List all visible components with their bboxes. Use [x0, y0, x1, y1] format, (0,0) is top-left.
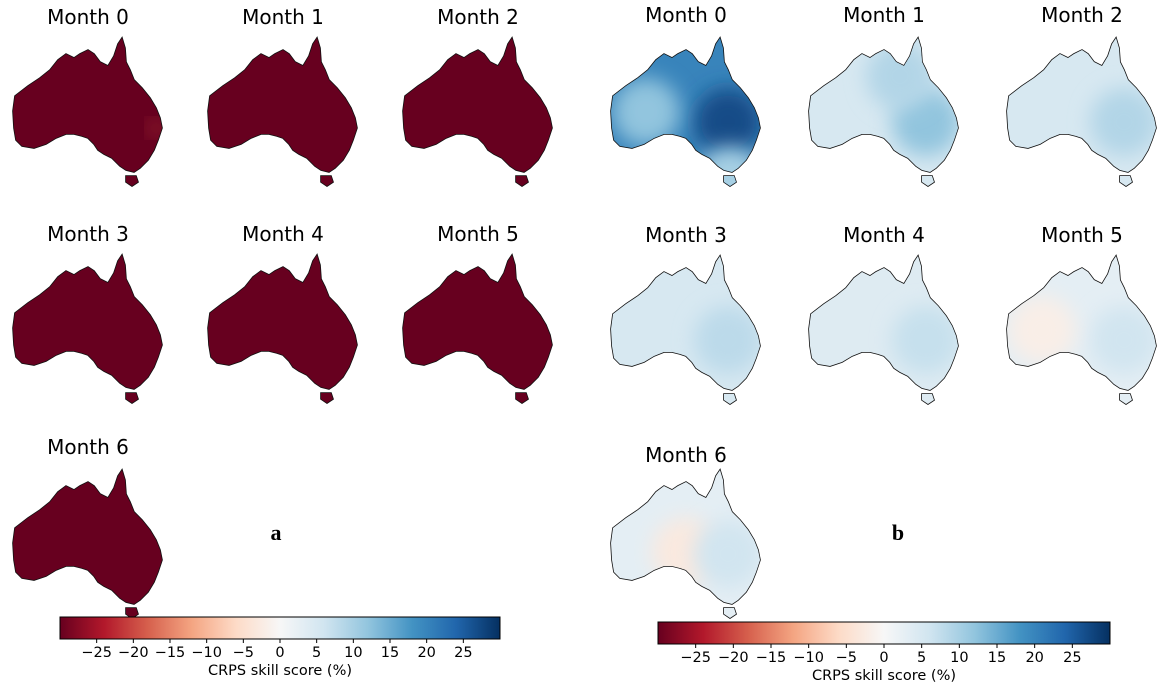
colorbar-tick-label: 25: [1063, 650, 1081, 666]
map-title: Month 2: [437, 5, 519, 29]
colorbar-tick-label: 15: [381, 645, 399, 661]
map-title: Month 0: [645, 3, 727, 27]
colorbar-gradient: [59, 616, 501, 640]
skill-field: [208, 38, 357, 186]
skill-field: [208, 255, 357, 403]
skill-hotspot: [866, 42, 934, 110]
skill-field: [403, 38, 552, 186]
skill-field: [611, 470, 760, 618]
map-title: Month 5: [1041, 223, 1123, 247]
skill-field: [611, 38, 760, 186]
skill-hotspot: [1090, 306, 1156, 374]
skill-fill: [13, 470, 162, 618]
skill-hotspot: [694, 88, 760, 156]
skill-hotspot: [1090, 88, 1156, 156]
skill-fill: [403, 38, 552, 186]
skill-hotspot: [892, 306, 958, 374]
map-title: Month 3: [47, 222, 129, 246]
map-title: Month 5: [437, 222, 519, 246]
colorbar-tick-label: 25: [454, 645, 472, 661]
skill-hotspot: [612, 78, 680, 146]
map-title: Month 3: [645, 223, 727, 247]
map-title: Month 1: [843, 3, 925, 27]
skill-hotspot: [694, 306, 760, 374]
skill-field: [1007, 256, 1156, 404]
skill-field: [13, 38, 162, 186]
skill-fill: [13, 255, 162, 403]
colorbar-tick-label: 20: [1025, 650, 1043, 666]
colorbar-tick-label: −10: [793, 650, 824, 666]
colorbar-gradient: [657, 621, 1111, 645]
colorbar-tick-label: 15: [988, 650, 1006, 666]
skill-field: [13, 255, 162, 403]
skill-field: [809, 256, 958, 404]
colorbar-tick-label: 5: [312, 645, 321, 661]
skill-field: [611, 256, 760, 404]
skill-hotspot: [1008, 296, 1076, 364]
colorbar-tick-label: 0: [879, 650, 888, 666]
colorbar-tick-label: −5: [836, 650, 857, 666]
panel-b: Month 0 Month 1 Month 2 Month 3 Month 4 Month…: [610, 3, 1157, 684]
map-title: Month 4: [242, 222, 324, 246]
map-title: Month 1: [242, 5, 324, 29]
skill-hotspot: [694, 520, 760, 588]
colorbar-tick-label: 10: [344, 645, 362, 661]
skill-hotspot: [150, 122, 162, 134]
colorbar-tick-label: 5: [917, 650, 926, 666]
colorbar-tick-label: −25: [81, 645, 112, 661]
panel-a: Month 0 Month 1 Month 2 Month 3 Month 4 Month…: [12, 5, 553, 679]
colorbar-tick-label: −10: [191, 645, 222, 661]
map-title: Month 6: [47, 435, 129, 459]
skill-fill: [13, 38, 162, 186]
map-title: Month 0: [47, 5, 129, 29]
skill-hotspot: [696, 147, 760, 186]
colorbar: −25 −20 −15 −10 −5 0 5 10 15 20 25 CRPS skill score…: [657, 621, 1111, 684]
colorbar-tick-label: −20: [718, 650, 749, 666]
panel-label: a: [271, 520, 282, 545]
colorbar-tick-label: 0: [275, 645, 284, 661]
skill-field: [13, 470, 162, 618]
map-title: Month 4: [843, 223, 925, 247]
skill-field: [809, 38, 958, 186]
colorbar: −25 −20 −15 −10 −5 0 5 10 15 20 25 CRPS skill score…: [59, 616, 501, 679]
skill-fill: [403, 255, 552, 403]
skill-fill: [208, 255, 357, 403]
colorbar-label: CRPS skill score (%): [208, 663, 352, 679]
colorbar-tick-label: −20: [118, 645, 149, 661]
skill-field: [403, 255, 552, 403]
skill-field: [1007, 38, 1156, 186]
colorbar-tick-label: −15: [155, 645, 186, 661]
map-title: Month 6: [645, 443, 727, 467]
colorbar-tick-label: −15: [756, 650, 787, 666]
colorbar-tick-label: −5: [233, 645, 254, 661]
map-title: Month 2: [1041, 3, 1123, 27]
colorbar-tick-label: 20: [417, 645, 435, 661]
colorbar-label: CRPS skill score (%): [812, 668, 956, 684]
colorbar-tick-label: 10: [950, 650, 968, 666]
panel-label: b: [892, 520, 904, 545]
colorbar-tick-label: −25: [680, 650, 711, 666]
skill-fill: [208, 38, 357, 186]
